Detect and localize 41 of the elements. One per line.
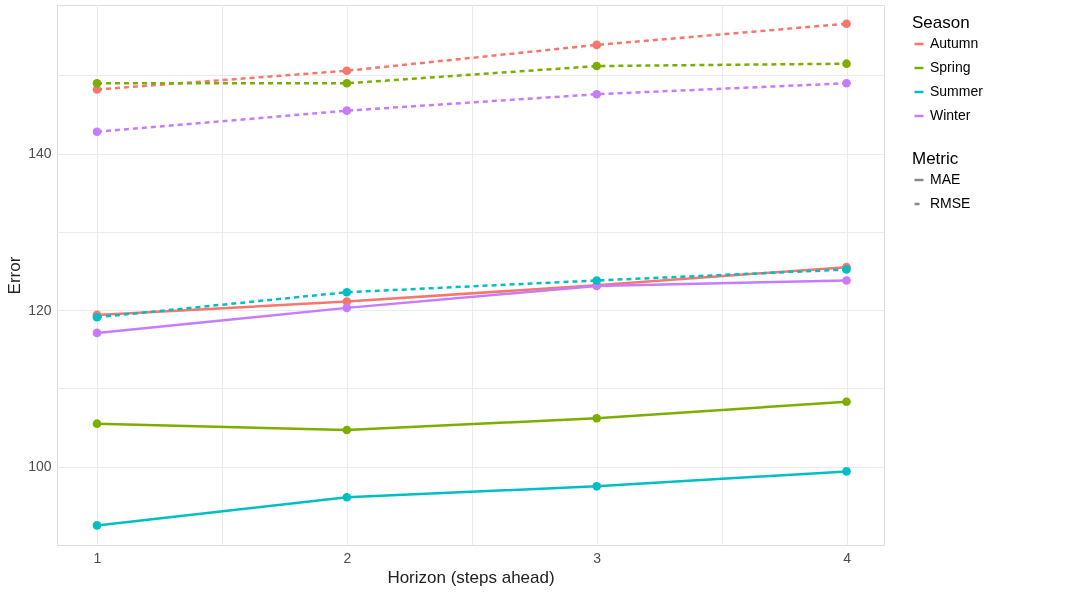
text: RMSE [930, 195, 971, 211]
point [342, 303, 352, 313]
y-tick-label: 100 [28, 458, 52, 475]
legend-label: Spring [930, 59, 971, 75]
legend-label: Winter [930, 107, 971, 123]
point [92, 127, 102, 137]
point [592, 61, 601, 71]
point [842, 276, 851, 285]
point [342, 66, 352, 76]
point [592, 89, 601, 99]
point [842, 59, 851, 69]
point [592, 481, 601, 491]
point [92, 78, 102, 88]
x-tick-label: 1 [93, 549, 102, 566]
text: Season [912, 13, 970, 32]
x-axis-title: Horizon (steps ahead) [387, 567, 555, 587]
point [842, 467, 851, 476]
point [842, 19, 851, 29]
point [342, 492, 352, 502]
point [842, 78, 851, 88]
point [92, 521, 102, 530]
legend-label: Summer [930, 83, 984, 99]
point [342, 106, 352, 115]
point [592, 413, 601, 423]
point [342, 78, 352, 88]
x-tick-label: 4 [843, 549, 852, 566]
point [342, 425, 352, 435]
text: Metric [912, 149, 959, 168]
point [592, 276, 601, 285]
point [592, 40, 601, 50]
point [342, 287, 352, 297]
point [92, 419, 102, 429]
point [842, 397, 851, 407]
x-tick-label: 2 [343, 549, 352, 566]
point [92, 328, 102, 338]
x-tick-label: 3 [593, 549, 602, 566]
y-axis-title: Error [5, 256, 25, 295]
y-tick-label: 120 [28, 301, 52, 318]
legend-label: Autumn [930, 35, 979, 51]
y-tick-label: 140 [28, 145, 52, 162]
text: MAE [930, 171, 961, 187]
